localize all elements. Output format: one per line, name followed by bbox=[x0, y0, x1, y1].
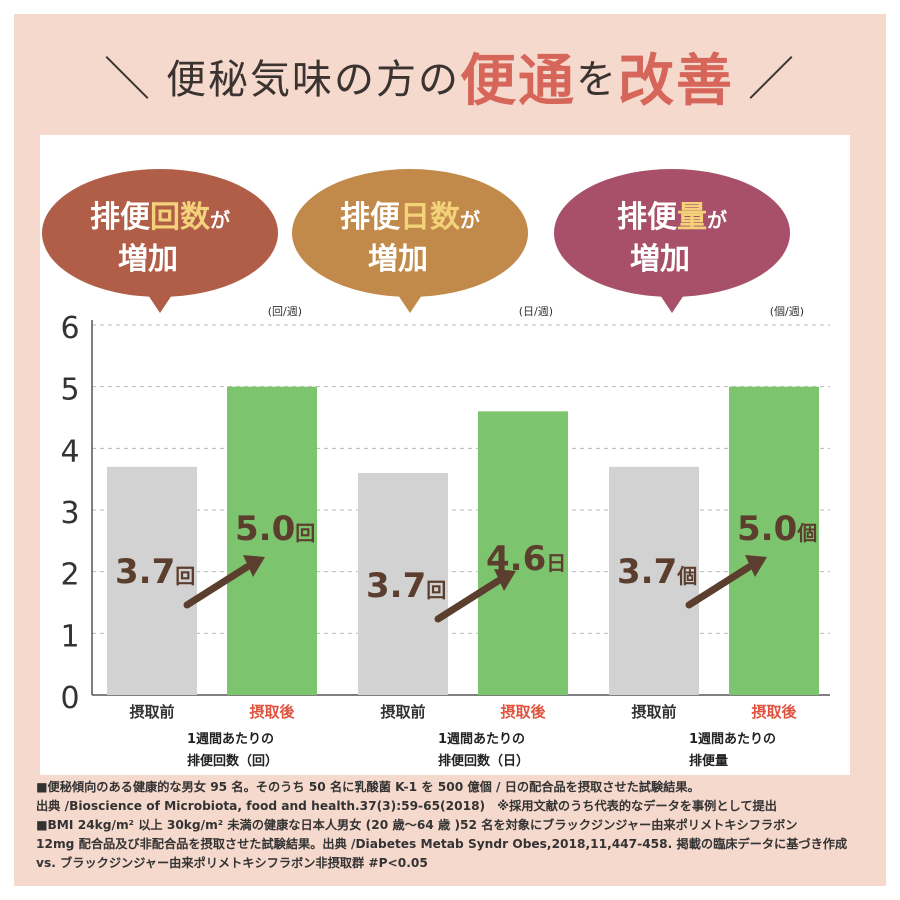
left-slash-decoration: ＼ bbox=[104, 52, 152, 106]
y-tick-label: 1 bbox=[60, 619, 79, 654]
group-caption: 1週間あたりの bbox=[438, 732, 525, 747]
bubble-title: 排便日数が bbox=[340, 200, 480, 235]
bar-after bbox=[227, 386, 317, 695]
footnote-line: 12mg 配合品及び非配合品を摂取させた試験結果。出典 /Diabetes Me… bbox=[36, 837, 848, 851]
category-label: 摂取前 bbox=[380, 703, 425, 721]
group-caption: 排便回数（回） bbox=[187, 753, 278, 769]
unit-label: (個/週) bbox=[770, 305, 804, 318]
value-label-before: 3.7個 bbox=[617, 552, 697, 592]
value-label-after: 5.0個 bbox=[737, 509, 817, 549]
increase-arrow-head bbox=[745, 555, 767, 577]
y-tick-label: 6 bbox=[60, 311, 79, 346]
y-tick-label: 4 bbox=[60, 434, 79, 469]
category-label: 摂取後 bbox=[500, 703, 546, 721]
value-label-before: 3.7回 bbox=[366, 566, 446, 606]
bubble-subtitle: 増加 bbox=[368, 242, 428, 277]
bubble-subtitle: 増加 bbox=[118, 242, 178, 277]
headline: ＼ 便秘気味の方の 便通 を 改善 ／ bbox=[0, 36, 900, 116]
bubble-subtitle: 増加 bbox=[630, 242, 690, 277]
value-label-after: 5.0回 bbox=[235, 509, 315, 549]
category-label: 摂取前 bbox=[129, 703, 174, 721]
bar-before bbox=[358, 473, 448, 695]
bubble-title: 排便回数が bbox=[90, 200, 230, 235]
y-tick-label: 0 bbox=[60, 681, 79, 716]
chart-panel: 0 1 2 3 4 5 6 (回/週) 摂取前 摂取後 3.7回 5.0回 1週間あたりの 排便回数（回）… bbox=[40, 135, 850, 775]
increase-arrow-shaft bbox=[685, 563, 753, 609]
headline-part2: 便通 bbox=[460, 47, 576, 114]
category-label: 摂取前 bbox=[631, 703, 676, 721]
footnote-line: ■BMI 24kg/m² 以上 30kg/m² 未満の健康な日本人男女 (20 … bbox=[36, 818, 798, 832]
unit-label: (日/週) bbox=[519, 305, 553, 318]
increase-arrow-shaft bbox=[183, 563, 251, 609]
bar-after bbox=[729, 386, 819, 695]
speech-bubble bbox=[554, 169, 790, 297]
bubble-title: 排便量が bbox=[617, 200, 727, 235]
speech-bubble-tail bbox=[656, 289, 688, 313]
value-label-before: 3.7回 bbox=[115, 552, 195, 592]
bar-before bbox=[609, 466, 699, 695]
footnotes: ■便秘傾向のある健康的な男女 95 名。そのうち 50 名に乳酸菌 K-1 を … bbox=[36, 778, 876, 873]
headline-part4: 改善 bbox=[618, 47, 734, 114]
bar-before bbox=[107, 466, 197, 695]
y-tick-label: 5 bbox=[60, 373, 79, 408]
group-caption: 排便量 bbox=[689, 753, 728, 769]
speech-bubble-tail bbox=[394, 289, 426, 313]
right-slash-decoration: ／ bbox=[748, 52, 796, 106]
increase-arrow-head bbox=[494, 569, 516, 591]
group-caption: 排便回数（日） bbox=[438, 753, 529, 769]
increase-arrow-head bbox=[243, 555, 265, 577]
group-caption: 1週間あたりの bbox=[187, 732, 274, 747]
unit-label: (回/週) bbox=[268, 305, 302, 318]
category-label: 摂取後 bbox=[249, 703, 295, 721]
speech-bubble-tail bbox=[144, 289, 176, 313]
category-label: 摂取後 bbox=[751, 703, 797, 721]
footnote-line: vs. ブラックジンジャー由来ポリメトキシフラボン非摂取群 #P<0.05 bbox=[36, 856, 428, 870]
speech-bubble bbox=[42, 169, 278, 297]
speech-bubble bbox=[292, 169, 528, 297]
increase-arrow-shaft bbox=[434, 577, 502, 623]
headline-part3: を bbox=[576, 57, 618, 103]
group-caption: 1週間あたりの bbox=[689, 732, 776, 747]
y-tick-label: 3 bbox=[60, 496, 79, 531]
y-tick-label: 2 bbox=[60, 558, 79, 593]
headline-part1: 便秘気味の方の bbox=[166, 57, 460, 103]
footnote-line: 出典 /Bioscience of Microbiota, food and h… bbox=[36, 799, 777, 813]
bar-after bbox=[478, 411, 568, 695]
footnote-line: ■便秘傾向のある健康的な男女 95 名。そのうち 50 名に乳酸菌 K-1 を … bbox=[36, 780, 700, 794]
